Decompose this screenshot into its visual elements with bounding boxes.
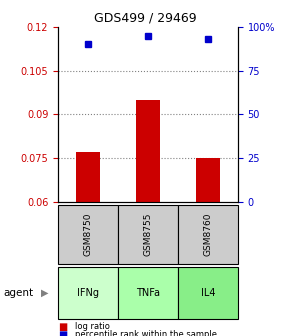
Text: ■: ■ — [58, 322, 67, 332]
Text: GSM8760: GSM8760 — [203, 213, 212, 256]
Text: IL4: IL4 — [201, 288, 215, 298]
Bar — [196, 158, 220, 202]
Text: GDS499 / 29469: GDS499 / 29469 — [94, 12, 196, 25]
Bar — [136, 100, 160, 202]
Text: agent: agent — [3, 288, 33, 298]
Text: log ratio: log ratio — [75, 322, 110, 331]
Bar — [76, 152, 100, 202]
Text: IFNg: IFNg — [77, 288, 99, 298]
Text: TNFa: TNFa — [136, 288, 160, 298]
Text: GSM8755: GSM8755 — [143, 213, 153, 256]
Text: ▶: ▶ — [41, 288, 49, 298]
Text: GSM8750: GSM8750 — [84, 213, 93, 256]
Text: percentile rank within the sample: percentile rank within the sample — [75, 331, 218, 336]
Text: ■: ■ — [58, 330, 67, 336]
